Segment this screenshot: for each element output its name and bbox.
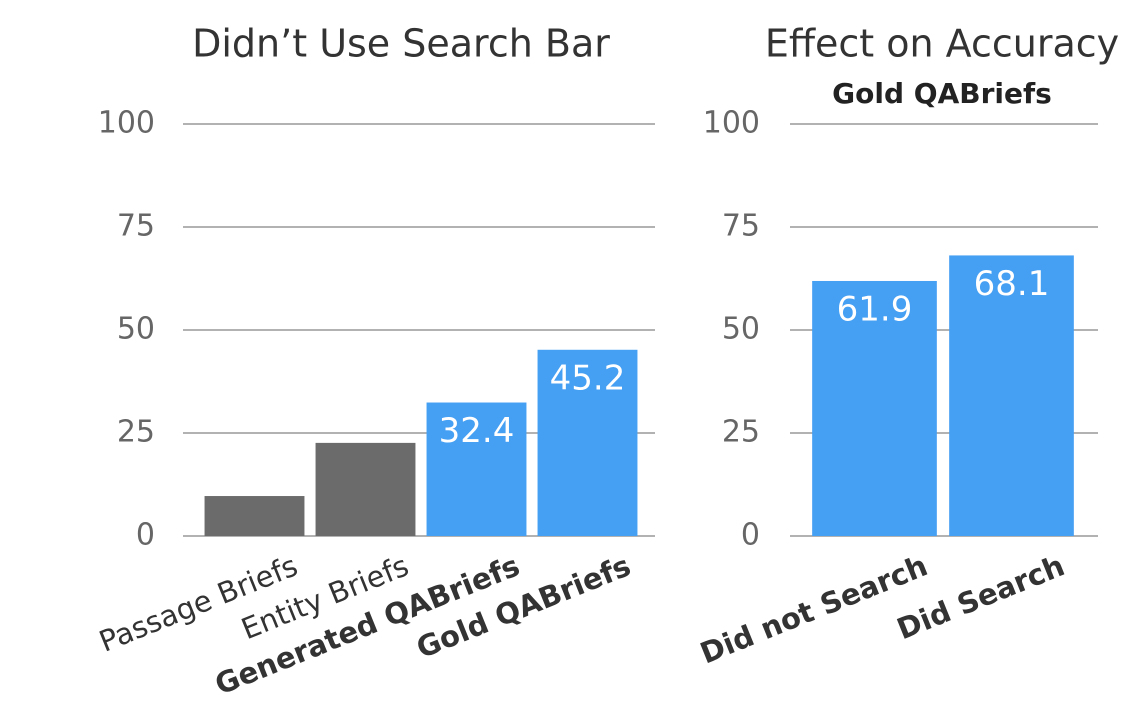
chart-title: Didn’t Use Search Bar (192, 22, 610, 66)
y-tick-label: 100 (703, 106, 760, 141)
bar (537, 349, 638, 536)
bar (812, 280, 937, 536)
y-tick-label: 0 (741, 518, 760, 553)
data-label: 68.1 (974, 264, 1050, 304)
chart-subtitle: Gold QABriefs (832, 77, 1052, 110)
y-tick-label: 0 (136, 518, 155, 553)
y-tick-label: 50 (117, 312, 155, 347)
y-tick-label: 25 (722, 415, 760, 450)
y-tick-label: 100 (98, 106, 155, 141)
data-label: 61.9 (837, 289, 913, 329)
y-tick-label: 50 (722, 312, 760, 347)
x-tick-label: Did not Search (695, 548, 932, 670)
y-tick-label: 75 (117, 209, 155, 244)
bar (315, 442, 416, 536)
y-tick-label: 25 (117, 415, 155, 450)
data-label: 32.4 (439, 411, 515, 451)
bar (426, 402, 527, 536)
bar (204, 496, 305, 536)
data-label: 45.2 (550, 358, 626, 398)
y-tick-label: 75 (722, 209, 760, 244)
chart-title: Effect on Accuracy (765, 22, 1119, 66)
bar (949, 255, 1074, 537)
